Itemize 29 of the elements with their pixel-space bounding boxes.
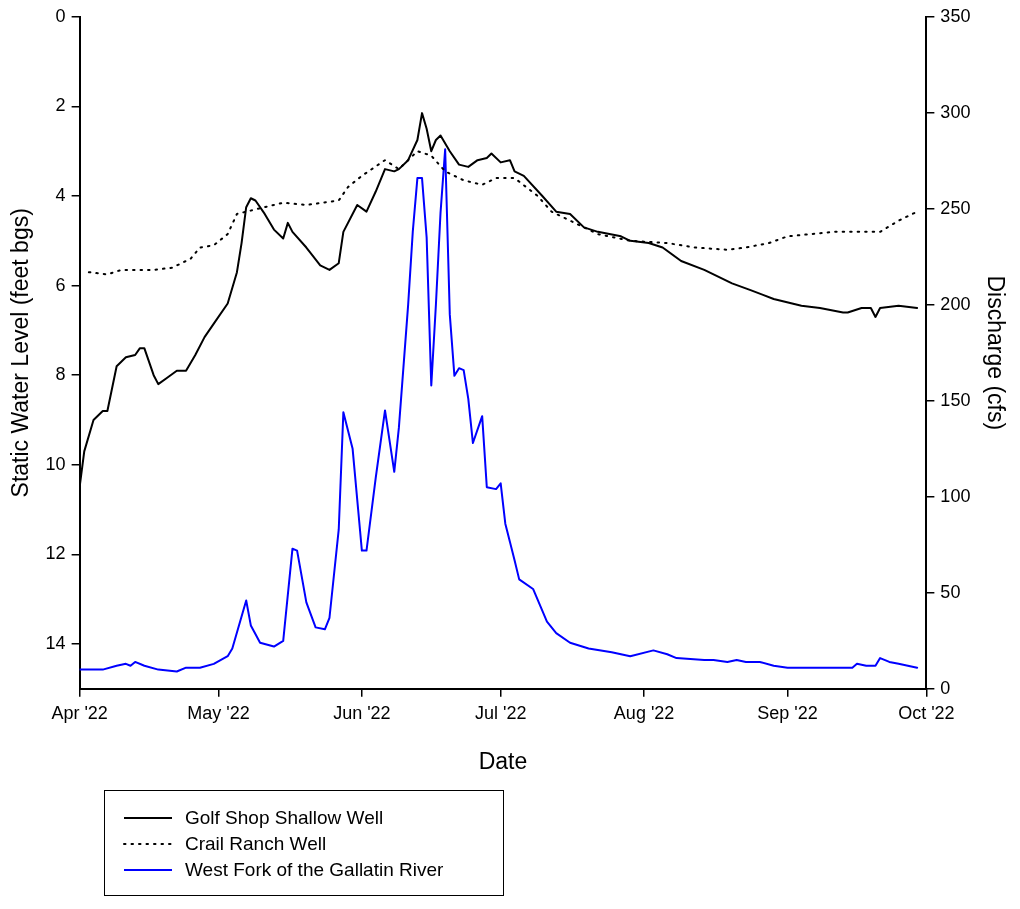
y2-tick-label: 150 xyxy=(940,389,971,410)
x-tick-label: Oct '22 xyxy=(898,702,955,723)
x-tick-label: May '22 xyxy=(187,702,250,723)
x-tick-label: Aug '22 xyxy=(613,702,675,723)
legend-label: Golf Shop Shallow Well xyxy=(185,807,384,829)
x-tick-label: Jul '22 xyxy=(474,702,527,723)
x-axis-title: Date xyxy=(478,747,528,774)
y2-tick-label: 350 xyxy=(940,5,971,26)
y-axis-title: Static Water Level (feet bgs) xyxy=(7,208,34,498)
y-tick-label: 10 xyxy=(45,453,66,474)
y-tick-label: 6 xyxy=(55,274,66,295)
y2-tick-label: 100 xyxy=(940,485,971,506)
x-tick-label: Jun '22 xyxy=(333,702,391,723)
y-tick-label: 12 xyxy=(45,543,66,564)
x-tick-label: Apr '22 xyxy=(51,702,108,723)
y-tick-label: 4 xyxy=(55,184,66,205)
y2-tick-label: 200 xyxy=(940,293,971,314)
y2-tick-label: 300 xyxy=(940,101,971,122)
y-tick-label: 8 xyxy=(55,364,66,385)
y-tick-label: 2 xyxy=(55,95,66,116)
y-tick-label: 0 xyxy=(55,5,66,26)
x-tick-label: Sep '22 xyxy=(757,702,818,723)
y2-axis-title: Discharge (cfs) xyxy=(982,275,1009,431)
legend-label: Crail Ranch Well xyxy=(185,833,327,855)
legend-label: West Fork of the Gallatin River xyxy=(185,859,444,881)
y-tick-label: 14 xyxy=(45,632,66,653)
y2-tick-label: 50 xyxy=(940,581,961,602)
y2-tick-label: 250 xyxy=(940,197,971,218)
y2-tick-label: 0 xyxy=(940,677,951,698)
